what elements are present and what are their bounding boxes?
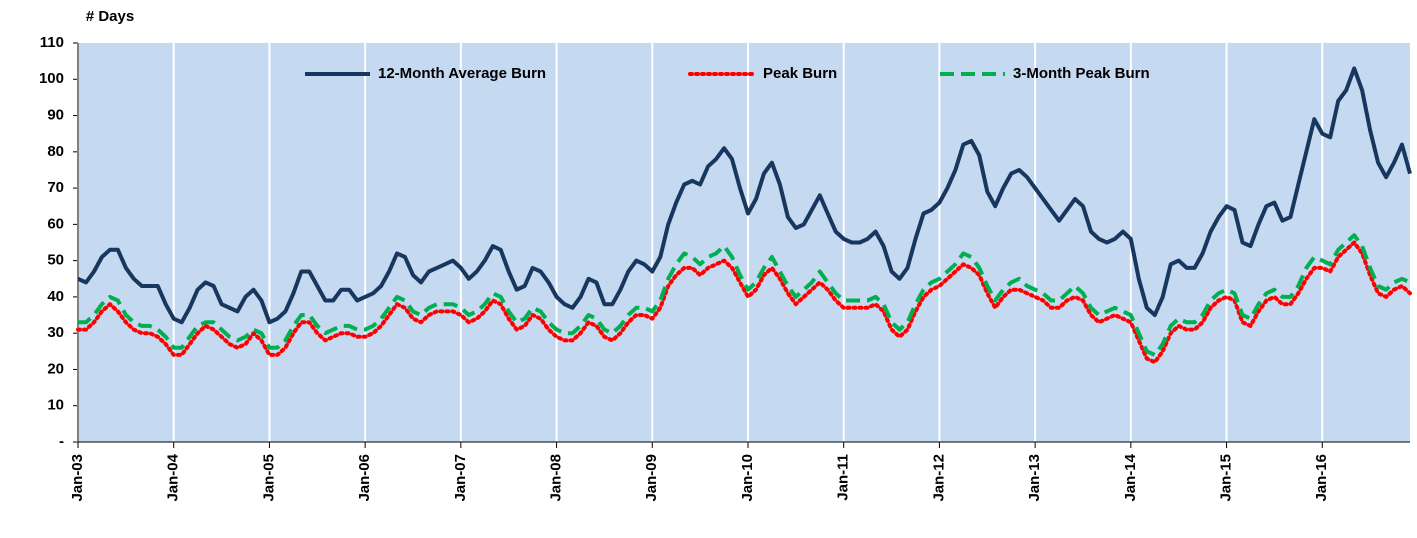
y-tick-label: 110 — [40, 34, 64, 51]
x-tick-label: Jan-15 — [1218, 454, 1235, 502]
x-tick-label: Jan-11 — [835, 454, 852, 501]
series-line — [76, 240, 1412, 365]
plot-area — [78, 43, 1410, 442]
x-tick-label: Jan-07 — [452, 454, 469, 502]
y-tick-label: 60 — [47, 215, 64, 232]
x-tick-label: Jan-03 — [69, 454, 86, 502]
series-line — [78, 233, 1411, 357]
legend-label: Peak Burn — [763, 65, 837, 82]
x-tick-label: Jan-13 — [1026, 454, 1043, 502]
legend-label: 3-Month Peak Burn — [1013, 65, 1150, 82]
x-tick-label: Jan-04 — [165, 453, 182, 501]
series-line — [77, 66, 1412, 325]
x-tick-label: Jan-12 — [930, 454, 947, 502]
legend-label: 12-Month Average Burn — [378, 65, 546, 82]
y-tick-label: 10 — [47, 397, 64, 414]
y-tick-label: 80 — [47, 143, 64, 160]
x-tick-label: Jan-06 — [356, 454, 373, 502]
y-tick-label: 100 — [39, 70, 64, 87]
y-tick-label: 20 — [47, 360, 64, 377]
y-tick-label: 50 — [47, 252, 64, 269]
y-tick-label: 40 — [47, 288, 64, 305]
x-tick-label: Jan-10 — [739, 454, 756, 502]
x-tick-label: Jan-09 — [643, 454, 660, 502]
y-tick-label: 30 — [47, 324, 64, 341]
x-tick-label: Jan-16 — [1313, 454, 1330, 502]
x-tick-label: Jan-08 — [548, 454, 565, 502]
x-tick-label: Jan-14 — [1122, 453, 1139, 501]
y-axis-label: # Days — [86, 8, 134, 25]
x-tick-label: Jan-05 — [260, 454, 277, 502]
y-tick-label: 70 — [47, 179, 64, 196]
y-tick-label: - — [59, 433, 64, 450]
y-tick-label: 90 — [47, 107, 64, 124]
